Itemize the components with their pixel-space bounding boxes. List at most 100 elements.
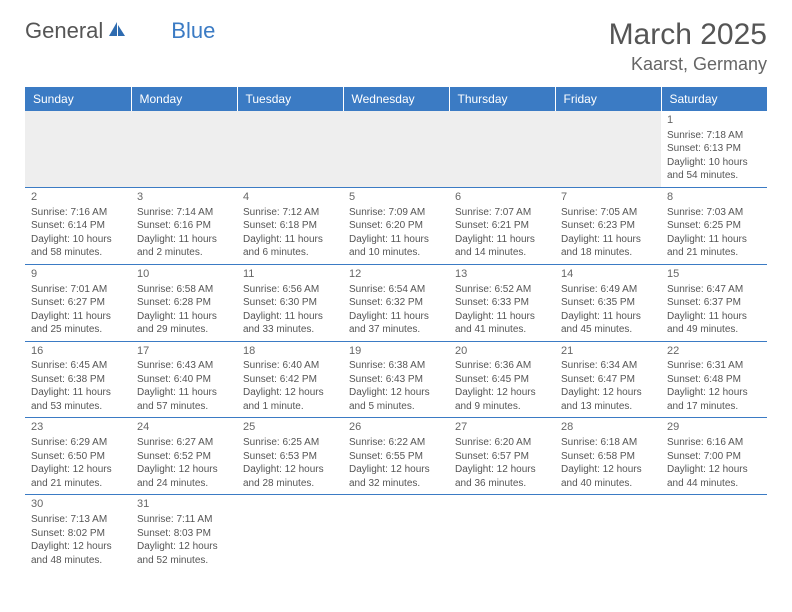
sunrise-text: Sunrise: 6:47 AM (667, 283, 761, 297)
calendar-week-row: 2Sunrise: 7:16 AMSunset: 6:14 PMDaylight… (25, 187, 767, 264)
calendar-day-cell: 13Sunrise: 6:52 AMSunset: 6:33 PMDayligh… (449, 264, 555, 341)
daylight-text: Daylight: 12 hours and 32 minutes. (349, 463, 443, 490)
day-header: Monday (131, 87, 237, 111)
sunset-text: Sunset: 6:58 PM (561, 450, 655, 464)
daylight-text: Daylight: 12 hours and 48 minutes. (31, 540, 125, 567)
page-header: GeneralBlue March 2025 Kaarst, Germany (25, 18, 767, 75)
calendar-day-cell: 3Sunrise: 7:14 AMSunset: 6:16 PMDaylight… (131, 187, 237, 264)
calendar-week-row: 30Sunrise: 7:13 AMSunset: 8:02 PMDayligh… (25, 495, 767, 571)
calendar-day-cell: 20Sunrise: 6:36 AMSunset: 6:45 PMDayligh… (449, 341, 555, 418)
daylight-text: Daylight: 11 hours and 45 minutes. (561, 310, 655, 337)
day-number: 31 (137, 497, 231, 512)
day-number: 17 (137, 344, 231, 359)
calendar-day-cell: 19Sunrise: 6:38 AMSunset: 6:43 PMDayligh… (343, 341, 449, 418)
calendar-day-cell: 10Sunrise: 6:58 AMSunset: 6:28 PMDayligh… (131, 264, 237, 341)
day-number: 24 (137, 420, 231, 435)
calendar-day-cell: 15Sunrise: 6:47 AMSunset: 6:37 PMDayligh… (661, 264, 767, 341)
calendar-day-cell: 25Sunrise: 6:25 AMSunset: 6:53 PMDayligh… (237, 418, 343, 495)
sunrise-text: Sunrise: 6:25 AM (243, 436, 337, 450)
sunset-text: Sunset: 6:38 PM (31, 373, 125, 387)
calendar-day-cell: 28Sunrise: 6:18 AMSunset: 6:58 PMDayligh… (555, 418, 661, 495)
sunset-text: Sunset: 6:37 PM (667, 296, 761, 310)
calendar-day-cell: 11Sunrise: 6:56 AMSunset: 6:30 PMDayligh… (237, 264, 343, 341)
calendar-day-cell: 12Sunrise: 6:54 AMSunset: 6:32 PMDayligh… (343, 264, 449, 341)
sunset-text: Sunset: 6:32 PM (349, 296, 443, 310)
sunset-text: Sunset: 6:57 PM (455, 450, 549, 464)
sunrise-text: Sunrise: 7:03 AM (667, 206, 761, 220)
sunrise-text: Sunrise: 6:54 AM (349, 283, 443, 297)
sunrise-text: Sunrise: 6:20 AM (455, 436, 549, 450)
daylight-text: Daylight: 12 hours and 1 minute. (243, 386, 337, 413)
day-number: 1 (667, 113, 761, 128)
daylight-text: Daylight: 12 hours and 40 minutes. (561, 463, 655, 490)
sunrise-text: Sunrise: 6:52 AM (455, 283, 549, 297)
sunrise-text: Sunrise: 6:27 AM (137, 436, 231, 450)
sunset-text: Sunset: 6:30 PM (243, 296, 337, 310)
day-number: 11 (243, 267, 337, 282)
calendar-week-row: 16Sunrise: 6:45 AMSunset: 6:38 PMDayligh… (25, 341, 767, 418)
calendar-day-cell: 29Sunrise: 6:16 AMSunset: 7:00 PMDayligh… (661, 418, 767, 495)
daylight-text: Daylight: 11 hours and 57 minutes. (137, 386, 231, 413)
calendar-day-cell: 24Sunrise: 6:27 AMSunset: 6:52 PMDayligh… (131, 418, 237, 495)
logo-text-general: General (25, 18, 103, 44)
day-header: Sunday (25, 87, 131, 111)
sunset-text: Sunset: 6:18 PM (243, 219, 337, 233)
sunset-text: Sunset: 6:23 PM (561, 219, 655, 233)
calendar-day-cell (343, 495, 449, 571)
daylight-text: Daylight: 11 hours and 14 minutes. (455, 233, 549, 260)
calendar-day-cell (237, 111, 343, 187)
daylight-text: Daylight: 10 hours and 58 minutes. (31, 233, 125, 260)
day-number: 29 (667, 420, 761, 435)
daylight-text: Daylight: 12 hours and 28 minutes. (243, 463, 337, 490)
calendar-day-cell (343, 111, 449, 187)
sunset-text: Sunset: 6:55 PM (349, 450, 443, 464)
daylight-text: Daylight: 11 hours and 53 minutes. (31, 386, 125, 413)
calendar-day-cell: 31Sunrise: 7:11 AMSunset: 8:03 PMDayligh… (131, 495, 237, 571)
calendar-week-row: 9Sunrise: 7:01 AMSunset: 6:27 PMDaylight… (25, 264, 767, 341)
calendar-day-cell: 8Sunrise: 7:03 AMSunset: 6:25 PMDaylight… (661, 187, 767, 264)
daylight-text: Daylight: 12 hours and 21 minutes. (31, 463, 125, 490)
month-title: March 2025 (609, 18, 767, 52)
calendar-day-cell: 30Sunrise: 7:13 AMSunset: 8:02 PMDayligh… (25, 495, 131, 571)
daylight-text: Daylight: 12 hours and 13 minutes. (561, 386, 655, 413)
calendar-day-cell (555, 495, 661, 571)
calendar-day-cell: 6Sunrise: 7:07 AMSunset: 6:21 PMDaylight… (449, 187, 555, 264)
calendar-day-cell: 23Sunrise: 6:29 AMSunset: 6:50 PMDayligh… (25, 418, 131, 495)
day-header: Tuesday (237, 87, 343, 111)
calendar-day-cell: 9Sunrise: 7:01 AMSunset: 6:27 PMDaylight… (25, 264, 131, 341)
day-number: 15 (667, 267, 761, 282)
daylight-text: Daylight: 12 hours and 5 minutes. (349, 386, 443, 413)
calendar-day-cell (449, 495, 555, 571)
sunset-text: Sunset: 6:25 PM (667, 219, 761, 233)
sunset-text: Sunset: 6:40 PM (137, 373, 231, 387)
day-header: Thursday (449, 87, 555, 111)
calendar-day-cell (661, 495, 767, 571)
calendar-day-cell (555, 111, 661, 187)
day-number: 18 (243, 344, 337, 359)
sunrise-text: Sunrise: 6:58 AM (137, 283, 231, 297)
day-number: 14 (561, 267, 655, 282)
calendar-day-cell: 26Sunrise: 6:22 AMSunset: 6:55 PMDayligh… (343, 418, 449, 495)
daylight-text: Daylight: 11 hours and 6 minutes. (243, 233, 337, 260)
calendar-day-cell: 14Sunrise: 6:49 AMSunset: 6:35 PMDayligh… (555, 264, 661, 341)
day-number: 3 (137, 190, 231, 205)
calendar-day-cell (131, 111, 237, 187)
sunrise-text: Sunrise: 7:07 AM (455, 206, 549, 220)
day-header: Friday (555, 87, 661, 111)
sunset-text: Sunset: 6:20 PM (349, 219, 443, 233)
day-number: 26 (349, 420, 443, 435)
sunset-text: Sunset: 6:50 PM (31, 450, 125, 464)
calendar-day-cell: 4Sunrise: 7:12 AMSunset: 6:18 PMDaylight… (237, 187, 343, 264)
sunrise-text: Sunrise: 6:40 AM (243, 359, 337, 373)
day-number: 9 (31, 267, 125, 282)
day-header: Wednesday (343, 87, 449, 111)
calendar-day-cell: 22Sunrise: 6:31 AMSunset: 6:48 PMDayligh… (661, 341, 767, 418)
calendar-day-cell: 27Sunrise: 6:20 AMSunset: 6:57 PMDayligh… (449, 418, 555, 495)
sunrise-text: Sunrise: 7:05 AM (561, 206, 655, 220)
daylight-text: Daylight: 12 hours and 52 minutes. (137, 540, 231, 567)
daylight-text: Daylight: 12 hours and 44 minutes. (667, 463, 761, 490)
sunrise-text: Sunrise: 6:18 AM (561, 436, 655, 450)
logo-sail-icon (107, 18, 127, 44)
day-number: 22 (667, 344, 761, 359)
sunrise-text: Sunrise: 6:34 AM (561, 359, 655, 373)
